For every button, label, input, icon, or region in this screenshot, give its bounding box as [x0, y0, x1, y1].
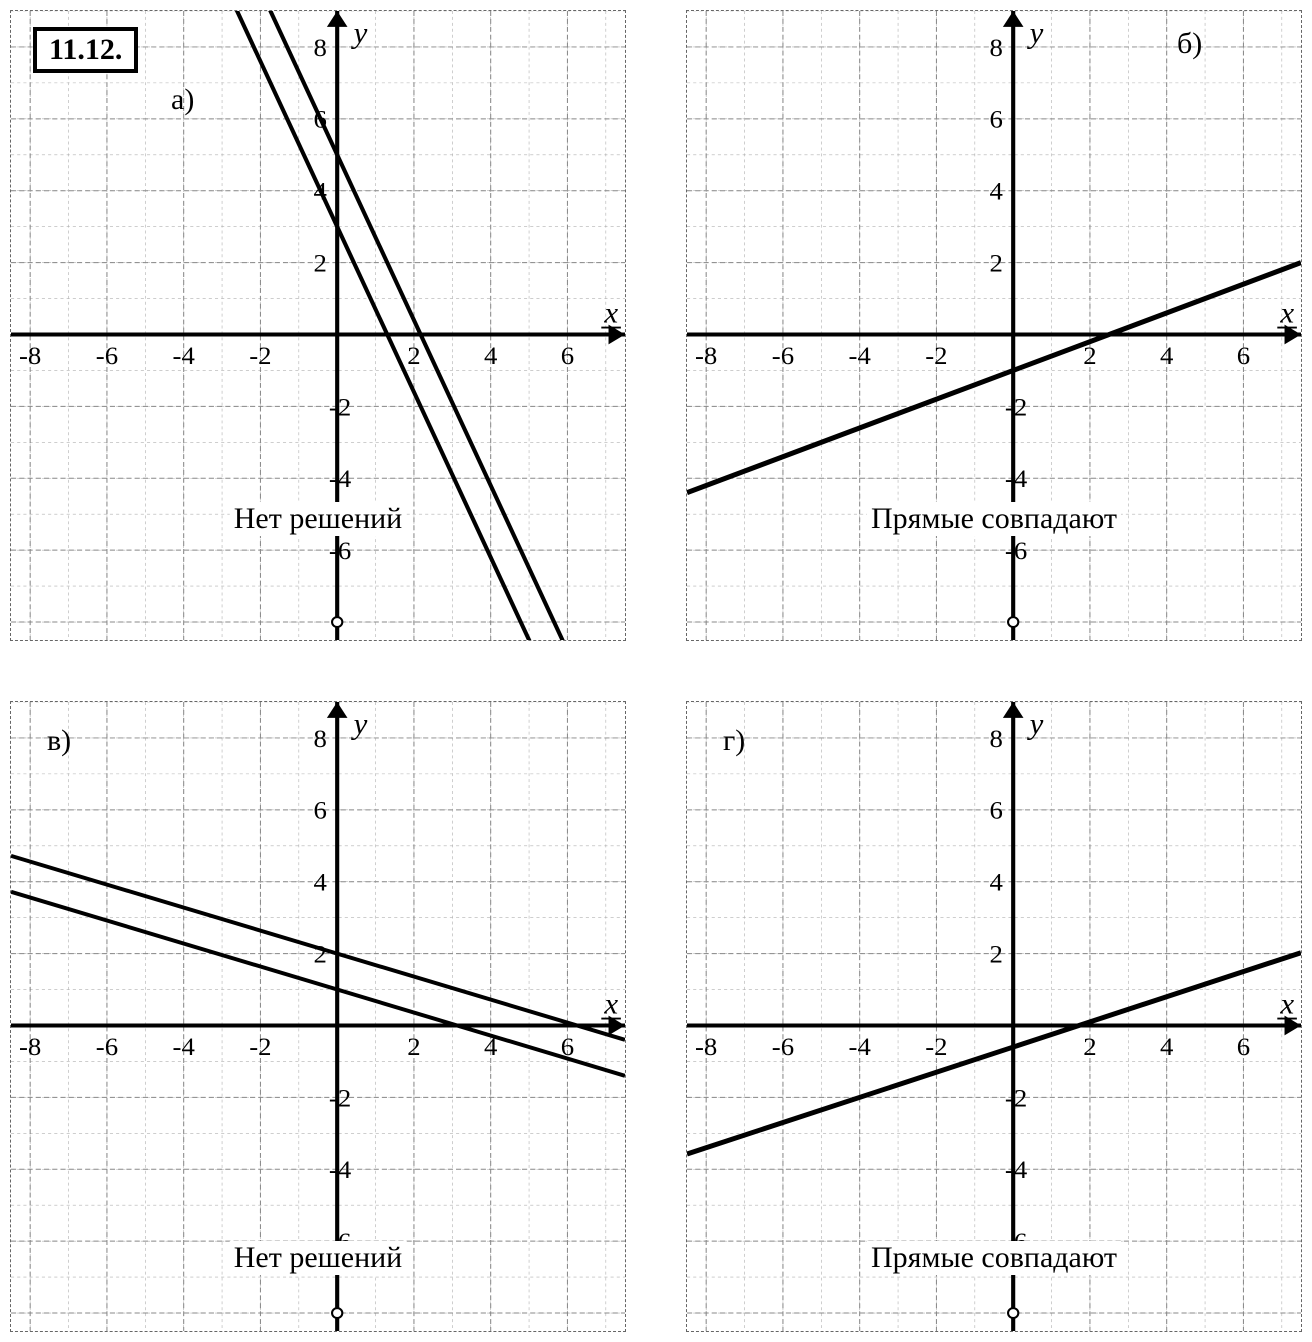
svg-text:-6: -6: [772, 342, 794, 370]
chart-panel-a: -8-6-4-22462468-2-4-6xy11.12.а)Нет решен…: [10, 10, 626, 641]
svg-text:-6: -6: [772, 1033, 794, 1061]
svg-text:-2: -2: [925, 342, 947, 370]
svg-text:-4: -4: [329, 465, 351, 493]
svg-text:2: 2: [407, 1033, 420, 1061]
svg-text:6: 6: [1237, 1033, 1250, 1061]
svg-text:-8: -8: [19, 342, 41, 370]
svg-text:-6: -6: [329, 537, 351, 565]
svg-text:-4: -4: [173, 342, 195, 370]
svg-text:8: 8: [313, 724, 326, 752]
problem-number-badge: 11.12.: [33, 27, 138, 73]
svg-text:y: y: [351, 16, 368, 49]
svg-text:2: 2: [313, 249, 326, 277]
svg-text:-4: -4: [329, 1156, 351, 1184]
chart-panel-g: -8-6-4-22462468-2-4-6xyг)Прямые совпадаю…: [686, 701, 1302, 1332]
svg-text:x: x: [603, 296, 618, 329]
svg-text:4: 4: [484, 342, 497, 370]
sublabel-g: г): [723, 724, 745, 758]
svg-text:6: 6: [989, 105, 1002, 133]
chart-svg-g: -8-6-4-22462468-2-4-6xy: [687, 702, 1301, 1331]
svg-text:4: 4: [989, 177, 1002, 205]
svg-text:4: 4: [313, 868, 326, 896]
svg-text:6: 6: [561, 342, 574, 370]
caption-b: Прямые совпадают: [867, 502, 1121, 536]
svg-text:2: 2: [1083, 1033, 1096, 1061]
svg-text:-6: -6: [1005, 537, 1027, 565]
svg-text:-8: -8: [695, 1033, 717, 1061]
svg-text:2: 2: [989, 940, 1002, 968]
svg-text:2: 2: [989, 249, 1002, 277]
svg-text:-2: -2: [925, 1033, 947, 1061]
sublabel-v: в): [47, 724, 71, 758]
svg-text:-2: -2: [329, 1084, 351, 1112]
svg-text:-2: -2: [249, 342, 271, 370]
chart-svg-b: -8-6-4-22462468-2-4-6xy: [687, 11, 1301, 640]
chart-panel-v: -8-6-4-22462468-2-4-6xyв)Нет решений: [10, 701, 626, 1332]
svg-text:-6: -6: [96, 1033, 118, 1061]
svg-text:x: x: [1279, 296, 1294, 329]
svg-text:-6: -6: [96, 342, 118, 370]
svg-text:x: x: [603, 987, 618, 1020]
svg-text:6: 6: [989, 796, 1002, 824]
svg-text:8: 8: [989, 724, 1002, 752]
svg-text:-4: -4: [1005, 465, 1027, 493]
svg-text:-4: -4: [173, 1033, 195, 1061]
svg-text:-2: -2: [329, 393, 351, 421]
svg-text:-2: -2: [1005, 393, 1027, 421]
svg-text:-4: -4: [849, 342, 871, 370]
svg-text:2: 2: [407, 342, 420, 370]
svg-text:4: 4: [989, 868, 1002, 896]
svg-text:6: 6: [313, 796, 326, 824]
caption-v: Нет решений: [230, 1241, 407, 1275]
svg-text:4: 4: [1160, 1033, 1173, 1061]
svg-text:6: 6: [1237, 342, 1250, 370]
sublabel-b: б): [1177, 27, 1202, 61]
svg-text:-8: -8: [695, 342, 717, 370]
svg-text:4: 4: [1160, 342, 1173, 370]
svg-text:y: y: [351, 707, 368, 740]
chart-panel-b: -8-6-4-22462468-2-4-6xyб)Прямые совпадаю…: [686, 10, 1302, 641]
svg-text:y: y: [1027, 16, 1044, 49]
svg-text:-2: -2: [1005, 1084, 1027, 1112]
svg-text:-4: -4: [1005, 1156, 1027, 1184]
svg-text:2: 2: [313, 940, 326, 968]
caption-g: Прямые совпадают: [867, 1241, 1121, 1275]
svg-text:-2: -2: [249, 1033, 271, 1061]
svg-text:-8: -8: [19, 1033, 41, 1061]
svg-text:8: 8: [313, 33, 326, 61]
chart-svg-v: -8-6-4-22462468-2-4-6xy: [11, 702, 625, 1331]
svg-text:8: 8: [989, 33, 1002, 61]
svg-text:-4: -4: [849, 1033, 871, 1061]
caption-a: Нет решений: [230, 502, 407, 536]
svg-text:y: y: [1027, 707, 1044, 740]
sublabel-a: а): [171, 83, 194, 117]
chart-svg-a: -8-6-4-22462468-2-4-6xy: [11, 11, 625, 640]
svg-text:x: x: [1279, 987, 1294, 1020]
